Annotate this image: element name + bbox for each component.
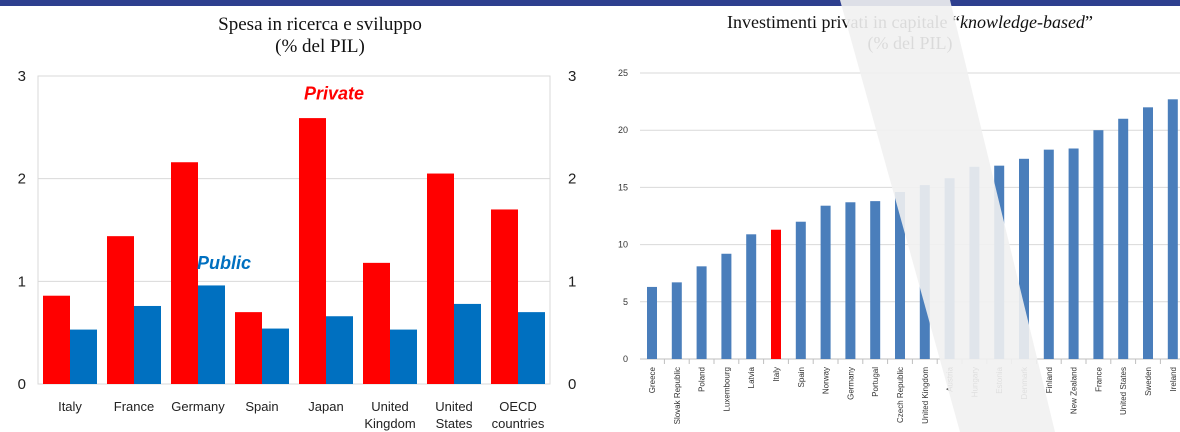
x-tick-label: OECD (499, 399, 537, 414)
y-tick-label-left: 0 (18, 376, 26, 393)
bar-new-zealand (1068, 148, 1079, 359)
x-tick-label: Estonia (995, 366, 1004, 393)
bar-public (326, 316, 353, 384)
bar-public (70, 329, 97, 384)
bar-public (390, 329, 417, 384)
bar-private (235, 312, 262, 384)
bar-private (43, 295, 70, 384)
bar-germany (845, 202, 856, 359)
x-tick-label: France (1094, 366, 1103, 391)
right-title-suffix: ” (1084, 12, 1093, 32)
y-tick-label: 0 (623, 354, 628, 364)
series-label-public: Public (197, 253, 251, 273)
y-tick-label: 5 (623, 297, 628, 307)
bar-united-states (1118, 118, 1129, 359)
x-tick-label: Kingdom (364, 416, 415, 431)
x-tick-label: Spain (797, 367, 806, 387)
x-tick-label: Ireland (1169, 367, 1178, 391)
y-tick-label-right: 3 (568, 68, 576, 85)
bar-estonia (994, 165, 1005, 359)
x-tick-label: Austria (946, 366, 955, 391)
bar-public (134, 305, 161, 384)
y-tick-label: 20 (618, 125, 628, 135)
x-tick-label: Italy (772, 367, 781, 382)
bar-public (518, 312, 545, 384)
bar-private (491, 209, 518, 384)
bar-luxembourg (721, 253, 732, 359)
bar-united-kingdom (919, 185, 930, 359)
bar-finland (1043, 149, 1054, 359)
x-tick-label: Portugal (871, 367, 880, 397)
bar-private (363, 262, 390, 384)
bar-poland (696, 266, 707, 359)
bar-denmark (1019, 158, 1029, 359)
bar-france (1093, 130, 1104, 359)
top-banner (0, 0, 1180, 6)
left-chart-title: Spesa in ricerca e sviluppo (% del PIL) (120, 14, 520, 58)
x-tick-label: United (371, 399, 409, 414)
bar-private (107, 236, 134, 384)
x-tick-label: New Zealand (1070, 367, 1079, 414)
y-tick-label: 15 (618, 182, 628, 192)
x-tick-label: Hungary (970, 367, 979, 397)
x-tick-label: Denmark (1020, 366, 1029, 399)
x-tick-label: Germany (171, 399, 225, 414)
bar-austria (944, 178, 955, 359)
x-tick-label: Germany (846, 367, 855, 400)
bar-public (198, 285, 225, 384)
x-tick-label: Poland (698, 367, 707, 392)
x-tick-label: Latvia (747, 366, 756, 388)
y-tick-label-left: 2 (18, 171, 26, 188)
x-tick-label: Finland (1045, 367, 1054, 393)
x-tick-label: France (114, 399, 154, 414)
left-title-line2: (% del PIL) (275, 36, 365, 57)
bar-portugal (870, 201, 881, 359)
bar-greece (647, 286, 657, 359)
y-tick-label-left: 1 (18, 273, 26, 290)
bar-slovak-republic (671, 282, 682, 359)
x-tick-label: United States (1119, 367, 1128, 415)
bar-public (454, 303, 481, 384)
y-tick-label-right: 2 (568, 171, 576, 188)
x-tick-label: Greece (648, 366, 657, 393)
x-tick-label: Sweden (1144, 367, 1153, 396)
y-tick-label-left: 3 (18, 68, 26, 85)
bar-private (171, 162, 198, 384)
x-tick-label: United (435, 399, 473, 414)
x-tick-label: Italy (58, 399, 82, 414)
bar-public (262, 328, 289, 384)
bar-norway (820, 205, 831, 359)
bar-sweden (1143, 107, 1153, 359)
y-tick-label-right: 1 (568, 273, 576, 290)
left-title-line1: Spesa in ricerca e sviluppo (218, 14, 422, 35)
bar-czech-republic (895, 191, 905, 359)
bar-private (299, 118, 326, 385)
bar-italy (771, 229, 781, 359)
y-tick-label: 25 (618, 68, 628, 78)
x-tick-label: United Kingdom (921, 367, 930, 424)
x-tick-label: States (436, 416, 473, 431)
bar-latvia (746, 234, 757, 359)
bar-spain (795, 221, 806, 359)
bar-hungary (969, 166, 980, 359)
y-tick-label-right: 0 (568, 376, 576, 393)
series-label-private: Private (304, 84, 364, 104)
x-tick-label: countries (492, 416, 545, 431)
bar-private (427, 173, 454, 384)
x-tick-label: Norway (822, 367, 831, 394)
x-tick-label: Japan (308, 399, 343, 414)
x-tick-label: Czech Republic (896, 367, 905, 423)
x-tick-label: Luxembourg (722, 367, 731, 411)
x-tick-label: Slovak Republic (673, 367, 682, 424)
x-tick-label: Spain (245, 399, 278, 414)
y-tick-label: 10 (618, 240, 628, 250)
rd-spending-chart: 0 0 1 1 2 2 3 3 Italy France Germany Spain Japan Unit… (18, 68, 577, 431)
bar-ireland (1167, 99, 1178, 359)
